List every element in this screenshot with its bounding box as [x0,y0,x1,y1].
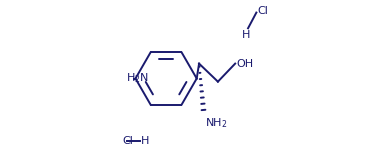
Text: H: H [141,136,149,146]
Text: Cl: Cl [257,6,268,16]
Text: NH$_2$: NH$_2$ [205,116,227,130]
Text: Cl: Cl [122,136,133,146]
Text: H: H [242,30,250,40]
Text: OH: OH [237,59,253,69]
Text: H$_2$N: H$_2$N [126,72,149,85]
